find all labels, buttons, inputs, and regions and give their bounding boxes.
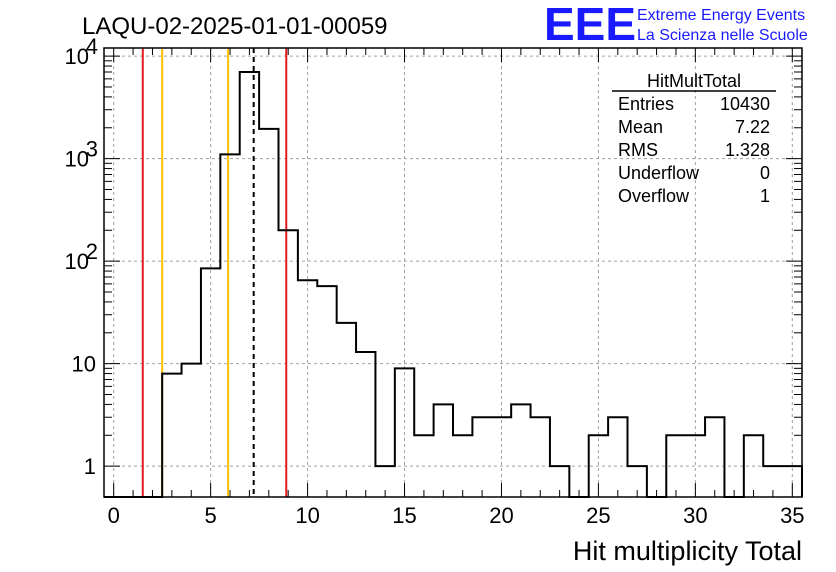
- histogram-bin: [705, 417, 724, 497]
- stats-label-overflow: Overflow: [618, 186, 690, 206]
- logo-text: EEE: [544, 0, 636, 50]
- histogram-bin: [162, 374, 181, 497]
- stats-label-entries: Entries: [618, 94, 674, 114]
- x-tick-label: 10: [295, 503, 319, 528]
- histogram-bin: [472, 417, 491, 497]
- chart-title: LAQU-02-2025-01-01-00059: [82, 13, 388, 40]
- x-tick-label: 25: [586, 503, 610, 528]
- stats-title: HitMultTotal: [647, 71, 741, 91]
- histogram-bin: [279, 230, 298, 497]
- histogram-bin: [220, 154, 239, 497]
- histogram-bin: [259, 129, 278, 497]
- stats-box: HitMultTotal Entries 10430 Mean 7.22 RMS…: [612, 71, 776, 206]
- stats-label-underflow: Underflow: [618, 163, 700, 183]
- y-tick-label: 10: [65, 249, 89, 274]
- plot-frame: [103, 47, 803, 498]
- stats-label-rms: RMS: [618, 140, 658, 160]
- eee-logo: EEE Extreme Energy Events La Scienza nel…: [544, 0, 808, 50]
- x-tick-label: 0: [108, 503, 120, 528]
- stats-value-entries: 10430: [720, 94, 770, 114]
- x-axis-title: Hit multiplicity Total: [573, 536, 802, 566]
- histogram-bin: [356, 352, 375, 497]
- y-tick-label: 10: [65, 44, 89, 69]
- stats-value-overflow: 1: [760, 186, 770, 206]
- y-tick-label-exponent: 2: [86, 239, 98, 264]
- histogram-bin: [337, 323, 356, 497]
- histogram-bin: [511, 404, 530, 497]
- stats-value-rms: 1.328: [725, 140, 770, 160]
- stats-value-underflow: 0: [760, 163, 770, 183]
- x-tick-label: 30: [683, 503, 707, 528]
- x-tick-label: 20: [489, 503, 513, 528]
- stats-value-mean: 7.22: [735, 117, 770, 137]
- stats-label-mean: Mean: [618, 117, 663, 137]
- histogram-bin: [434, 404, 453, 497]
- y-tick-label-exponent: 3: [86, 137, 98, 162]
- histogram-outline: [104, 70, 803, 498]
- y-tick-label: 10: [65, 147, 89, 172]
- histogram-bin: [182, 364, 201, 497]
- x-tick-label: 35: [780, 503, 804, 528]
- histogram-bin: [453, 435, 472, 497]
- x-tick-label: 5: [205, 503, 217, 528]
- x-tick-label: 15: [392, 503, 416, 528]
- histogram-bin: [317, 286, 336, 497]
- y-tick-label: 1: [84, 454, 96, 479]
- logo-line-2: La Scienza nelle Scuole: [637, 27, 808, 44]
- histogram-bin: [608, 417, 627, 497]
- y-tick-label-exponent: 4: [86, 34, 98, 59]
- logo-line-1: Extreme Energy Events: [637, 7, 805, 24]
- histogram-bin: [531, 417, 550, 497]
- y-tick-label: 10: [72, 352, 96, 377]
- histogram-bin: [240, 72, 259, 497]
